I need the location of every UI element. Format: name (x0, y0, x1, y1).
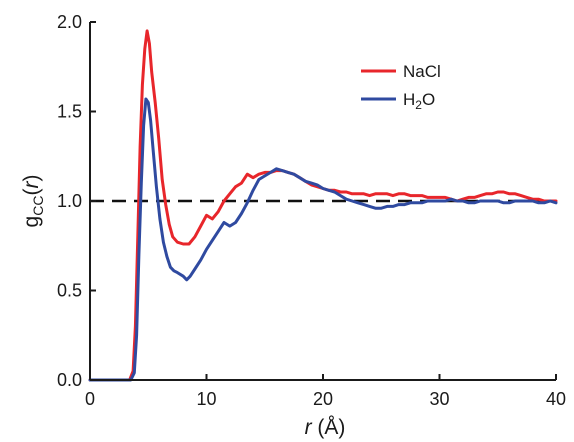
y-axis-label-var: r (20, 181, 43, 189)
y-axis-label-base: g (20, 216, 43, 228)
x-tick-label: 0 (85, 389, 95, 409)
y-tick-label: 1.5 (57, 102, 82, 122)
x-tick-label: 40 (546, 389, 566, 409)
legend: NaCl H2O (361, 62, 441, 112)
y-axis-label-open: ( (20, 189, 43, 196)
legend-label-nacl-text: NaCl (403, 62, 441, 81)
legend-label-nacl: NaCl (403, 62, 441, 81)
plot-area (88, 29, 558, 382)
x-axis-label-var: r (305, 416, 313, 439)
legend-label-h2o-sub: 2 (415, 98, 422, 112)
legend-label-h2o-base: H (403, 90, 415, 109)
legend-label-h2o: H2O (403, 90, 435, 112)
series-line-h2o (88, 97, 558, 382)
y-tick-label: 0.0 (57, 370, 82, 390)
x-axis-label: r (Å) (305, 416, 346, 439)
series-line-nacl (88, 29, 558, 382)
y-tick-label: 0.5 (57, 281, 82, 301)
y-tick-label: 1.0 (57, 191, 82, 211)
x-axis-ticks: 0 10 20 30 40 (85, 374, 566, 409)
y-axis-label-sub: CC (30, 196, 46, 216)
y-axis-label: gCC(r) (20, 175, 46, 228)
x-tick-label: 30 (429, 389, 449, 409)
y-axis-label-close: ) (20, 175, 43, 182)
y-tick-label: 2.0 (57, 12, 82, 32)
x-tick-label: 10 (196, 389, 216, 409)
legend-label-h2o-after: O (422, 90, 435, 109)
x-tick-label: 20 (313, 389, 333, 409)
x-axis-label-unit: (Å) (312, 416, 346, 439)
